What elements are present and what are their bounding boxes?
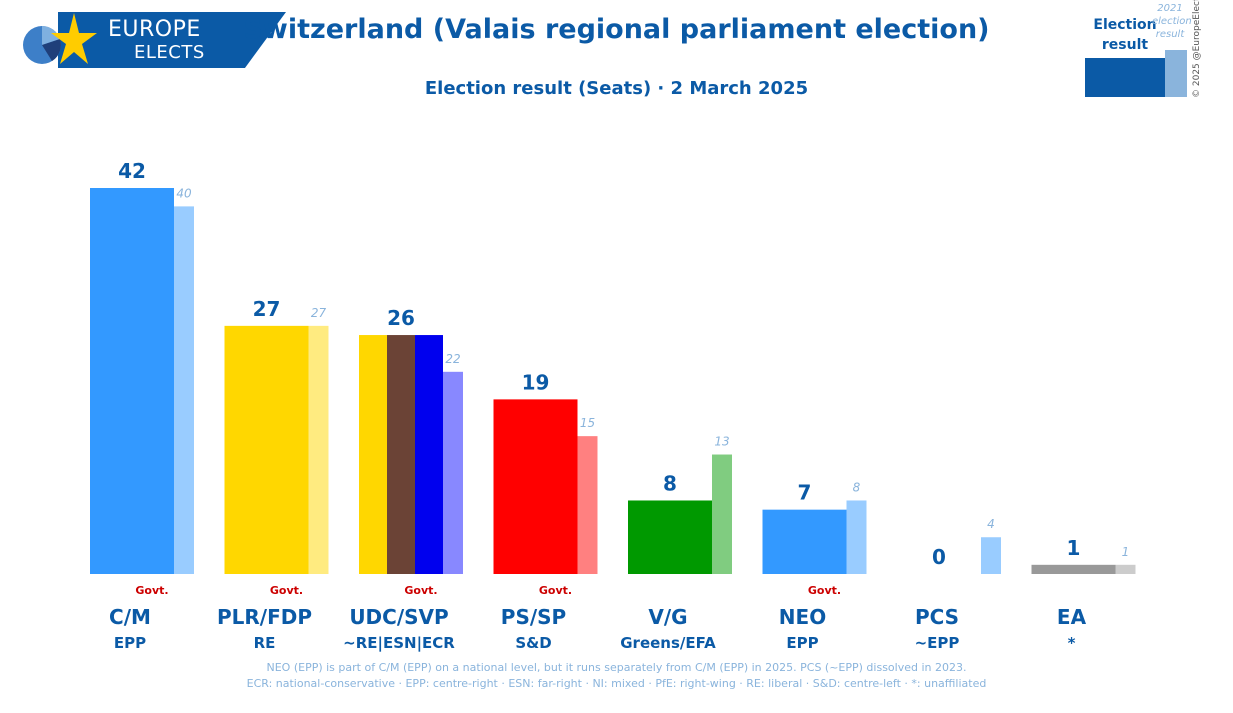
label-2025-pcs: 0 xyxy=(932,545,946,569)
bar-2025-c-m xyxy=(90,188,174,574)
party-group-ea: * xyxy=(1068,634,1076,652)
bar-2021-pcs xyxy=(981,537,1001,574)
bar-2025-ea xyxy=(1031,564,1116,574)
label-2021-v-g: 13 xyxy=(714,435,729,449)
bar-2025-udc-svp-segment-1 xyxy=(359,335,387,574)
bar-2021-neo xyxy=(846,500,867,574)
party-name-ps-sp: PS/SP xyxy=(501,605,566,629)
label-2025-c-m: 42 xyxy=(118,159,146,183)
legend-current-swatch xyxy=(1085,58,1165,97)
chart-subtitle: Election result (Seats) · 2 March 2025 xyxy=(424,78,809,99)
party-group-neo: EPP xyxy=(786,634,818,652)
party-group-udc-svp: ~RE|ESN|ECR xyxy=(343,634,455,653)
govt-marker-udc-svp: Govt. xyxy=(404,584,437,597)
bar-2021-udc-svp xyxy=(443,371,463,574)
footnote-line-2: ECR: national-conservative · EPP: centre… xyxy=(246,677,987,690)
label-2021-pcs: 4 xyxy=(987,517,995,531)
logo-text-elects: ELECTS xyxy=(134,42,205,63)
bar-2025-plr-fdp xyxy=(224,325,309,574)
party-group-plr-fdp: RE xyxy=(254,634,276,652)
legend-previous-swatch xyxy=(1165,50,1187,97)
label-2021-neo: 8 xyxy=(853,480,861,494)
party-group-v-g: Greens/EFA xyxy=(620,634,716,652)
bar-2025-neo xyxy=(762,509,847,574)
footnote-line-1: NEO (EPP) is part of C/M (EPP) on a nati… xyxy=(266,661,967,674)
govt-marker-c-m: Govt. xyxy=(135,584,168,597)
logo-text-europe: EUROPE xyxy=(108,17,201,42)
bar-2025-ps-sp xyxy=(493,399,578,574)
govt-marker-ps-sp: Govt. xyxy=(539,584,572,597)
party-name-pcs: PCS xyxy=(915,605,959,629)
party-group-c-m: EPP xyxy=(114,634,146,652)
label-2025-ea: 1 xyxy=(1067,536,1081,560)
chart-title: Switzerland (Valais regional parliament … xyxy=(243,14,990,45)
govt-marker-plr-fdp: Govt. xyxy=(270,584,303,597)
bar-2021-v-g xyxy=(712,454,732,574)
label-2025-v-g: 8 xyxy=(663,471,677,495)
bar-2025-v-g xyxy=(628,500,712,574)
party-name-udc-svp: UDC/SVP xyxy=(349,605,448,629)
label-2021-ps-sp: 15 xyxy=(580,416,595,430)
bar-2021-plr-fdp xyxy=(308,325,329,574)
bar-2025-udc-svp-segment-2 xyxy=(387,335,415,574)
bar-2021-c-m xyxy=(174,206,194,574)
label-2025-neo: 7 xyxy=(798,481,812,505)
party-name-v-g: V/G xyxy=(648,605,687,629)
label-2021-plr-fdp: 27 xyxy=(311,306,327,320)
party-group-pcs: ~EPP xyxy=(915,634,960,652)
label-2021-udc-svp: 22 xyxy=(445,352,460,366)
label-2021-c-m: 40 xyxy=(176,186,192,200)
party-name-ea: EA xyxy=(1057,605,1087,629)
label-2025-udc-svp: 26 xyxy=(387,306,415,330)
govt-marker-neo: Govt. xyxy=(808,584,841,597)
bar-2025-udc-svp-segment-3 xyxy=(415,335,443,574)
label-2025-ps-sp: 19 xyxy=(522,370,550,394)
label-2021-ea: 1 xyxy=(1122,545,1130,559)
label-2025-plr-fdp: 27 xyxy=(253,297,281,321)
party-name-plr-fdp: PLR/FDP xyxy=(217,605,312,629)
legend-current-label: Election result xyxy=(1093,17,1157,53)
logo-band xyxy=(58,12,286,68)
party-name-c-m: C/M xyxy=(109,605,151,629)
party-name-neo: NEO xyxy=(779,605,826,629)
logo-emblem-icon xyxy=(23,13,97,64)
bar-2021-ps-sp xyxy=(577,436,598,574)
bar-2021-ea xyxy=(1115,564,1136,574)
europe-elects-logo: EUROPE ELECTS xyxy=(22,12,286,70)
legend-previous-label: 2021 election result xyxy=(1152,3,1192,40)
party-group-ps-sp: S&D xyxy=(515,634,551,652)
